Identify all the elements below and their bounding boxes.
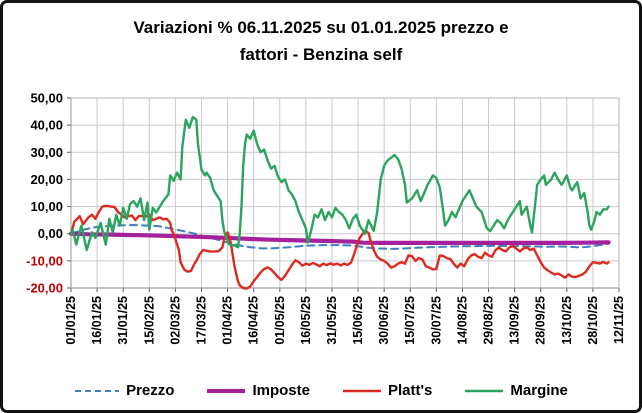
x-tick-label: 14/08/25 xyxy=(455,296,469,345)
prezzo-dashed-line-swatch xyxy=(75,389,120,392)
y-tick-label: -20,00 xyxy=(26,281,63,296)
chart-legend: Prezzo Imposte Platt's Margine xyxy=(3,382,639,399)
legend-item-platts: Platt's xyxy=(342,382,432,399)
x-tick-label: 30/06/25 xyxy=(377,296,391,345)
x-tick-label: 12/11/25 xyxy=(612,296,626,344)
plot-border xyxy=(70,97,620,289)
chart-title: Variazioni % 06.11.2025 su 01.01.2025 pr… xyxy=(3,14,639,68)
x-tick-label: 15/02/25 xyxy=(142,296,156,345)
legend-item-prezzo: Prezzo xyxy=(74,382,174,399)
chart-title-line1: Variazioni % 06.11.2025 su 01.01.2025 pr… xyxy=(133,18,509,37)
y-tick-label: -10,00 xyxy=(26,253,63,268)
legend-item-margine: Margine xyxy=(464,382,568,399)
series-line-prezzo xyxy=(70,224,610,250)
x-tick-label: 13/10/25 xyxy=(560,296,574,345)
x-tick-label: 01/04/25 xyxy=(221,296,235,345)
margine-line-swatch xyxy=(465,389,504,392)
x-tick-label: 16/04/25 xyxy=(247,296,261,345)
x-tick-label: 01/01/25 xyxy=(64,296,78,345)
y-tick-label: 10,00 xyxy=(30,199,63,214)
x-tick-label: 31/01/25 xyxy=(116,296,130,345)
imposte-line-swatch xyxy=(207,388,246,393)
x-tick-label: 01/05/25 xyxy=(273,296,287,345)
x-tick-label: 29/08/25 xyxy=(482,296,496,345)
y-tick-label: 40,00 xyxy=(30,118,63,133)
plot-area xyxy=(71,98,619,288)
x-tick-label: 28/09/25 xyxy=(534,296,548,345)
x-tick-label: 13/09/25 xyxy=(508,296,522,345)
legend-label-margine: Margine xyxy=(510,382,568,399)
series-line-platt-s xyxy=(69,204,610,290)
series-line-imposte xyxy=(68,231,611,245)
x-tick-label: 16/01/25 xyxy=(90,296,104,345)
x-tick-label: 15/06/25 xyxy=(351,296,365,345)
legend-item-imposte: Imposte xyxy=(206,382,310,399)
line-chart: 50,00 40,00 30,00 20,00 10,00 0,00 -10,00 -20,0… xyxy=(26,91,626,345)
y-tick-label: 30,00 xyxy=(30,145,63,160)
x-tick-label: 31/05/25 xyxy=(325,296,339,345)
x-tick-label: 17/03/25 xyxy=(194,296,208,345)
platts-line-swatch xyxy=(342,389,381,392)
legend-label-prezzo: Prezzo xyxy=(126,382,175,399)
chart-title-line2: fattori - Benzina self xyxy=(239,45,403,64)
y-tick-label: 0,00 xyxy=(38,226,63,241)
x-tick-label: 28/10/25 xyxy=(586,296,600,345)
y-tick-label: 20,00 xyxy=(30,172,63,187)
legend-label-platts: Platt's xyxy=(387,382,433,399)
x-tick-label: 02/03/25 xyxy=(168,296,182,345)
x-tick-label: 16/05/25 xyxy=(299,296,313,345)
x-tick-label: 30/07/25 xyxy=(429,296,443,345)
y-tick-label: 50,00 xyxy=(30,91,63,106)
x-tick-label: 15/07/25 xyxy=(403,296,417,345)
series-line-margine xyxy=(69,115,610,252)
legend-label-imposte: Imposte xyxy=(252,382,310,399)
